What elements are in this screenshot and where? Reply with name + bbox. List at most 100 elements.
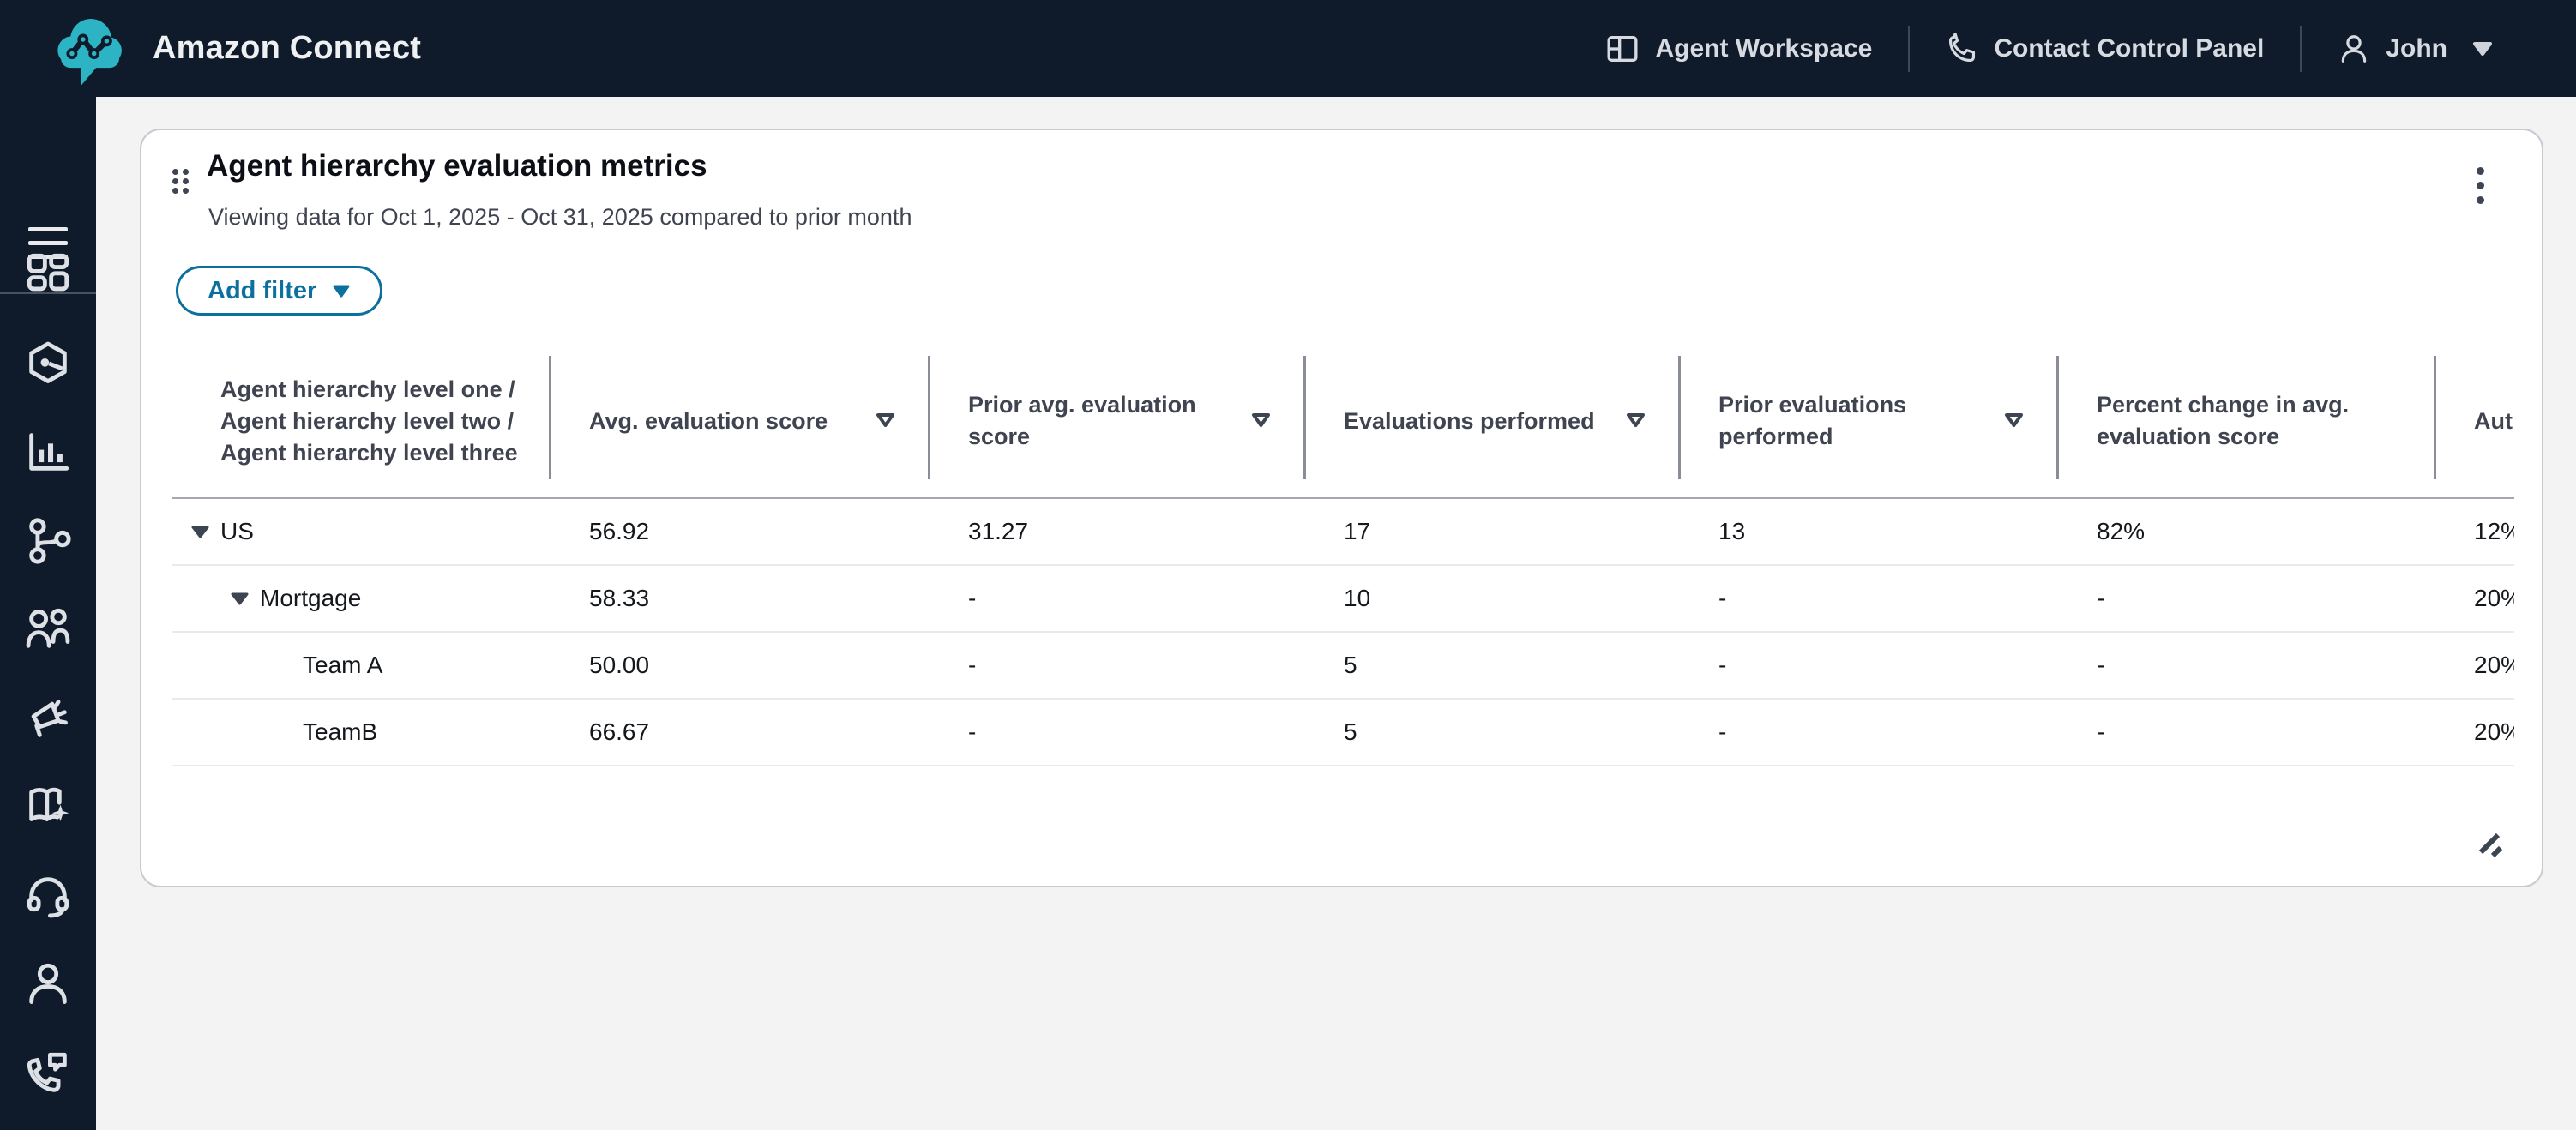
- table-row: TeamB 66.67 - 5 - - 20%: [172, 700, 2514, 766]
- table-row: Mortgage 58.33 - 10 - - 20%: [172, 566, 2514, 633]
- hierarchy-cell: Mortgage: [172, 566, 551, 631]
- sort-icon[interactable]: [1250, 412, 1272, 429]
- hierarchy-label: Team A: [303, 652, 383, 678]
- hamburger-icon: [28, 226, 68, 231]
- table-row: US 56.92 31.27 17 13 82% 12%: [172, 499, 2514, 566]
- metric-cell: 20%: [2474, 718, 2514, 745]
- column-header[interactable]: Avg. evaluation score: [551, 345, 930, 497]
- column-header-label: Prior avg. evaluation score: [968, 392, 1196, 449]
- column-header-label: Prior evaluations performed: [1718, 392, 1907, 449]
- metric-cell: 82%: [2097, 518, 2146, 544]
- megaphone-icon: [31, 699, 68, 737]
- metric-cell: 31.27: [968, 518, 1029, 544]
- nav-label: Contact Control Panel: [1994, 33, 2265, 63]
- column-header: Aut: [2436, 345, 2514, 497]
- sidebar-item-megaphone[interactable]: [22, 693, 74, 744]
- metric-cell: -: [968, 718, 977, 745]
- sidebar-item-person[interactable]: [22, 959, 74, 1010]
- brand: Amazon Connect: [0, 9, 421, 88]
- column-header[interactable]: Prior evaluations performed: [1681, 345, 2059, 497]
- bar-chart-icon: [29, 433, 69, 471]
- sort-icon[interactable]: [2003, 412, 2025, 429]
- sidebar-item-book-sparkle[interactable]: [22, 781, 74, 832]
- hierarchy-label: TeamB: [303, 718, 378, 745]
- metric-cell: 56.92: [589, 518, 650, 544]
- metric-cell: 58.33: [589, 585, 650, 611]
- amazon-connect-logo-icon: [57, 18, 122, 85]
- table-row: Team A 50.00 - 5 - - 20%: [172, 633, 2514, 700]
- metric-cell: 17: [1344, 518, 1371, 544]
- kebab-menu-button[interactable]: [2461, 159, 2499, 211]
- grid-icon: [27, 253, 69, 292]
- table-header-row: Agent hierarchy level one / Agent hierar…: [172, 345, 2514, 499]
- sidebar: [0, 97, 96, 1130]
- sidebar-item-headset[interactable]: [22, 870, 74, 922]
- metric-cell: 20%: [2474, 652, 2514, 678]
- sidebar-item-hexagon-node[interactable]: [22, 338, 74, 389]
- nav-contact-control-panel[interactable]: Contact Control Panel: [1910, 32, 2300, 65]
- hierarchy-label: US: [220, 518, 254, 544]
- metric-cell: -: [2097, 718, 2105, 745]
- sidebar-item-bar-chart[interactable]: [22, 426, 74, 478]
- widget-title: Agent hierarchy evaluation metrics: [207, 149, 707, 183]
- widget-subtitle: Viewing data for Oct 1, 2025 - Oct 31, 2…: [208, 204, 912, 230]
- metric-cell: -: [1718, 652, 1727, 678]
- hexagon-node-icon: [29, 341, 67, 383]
- hierarchy-cell: TeamB: [172, 700, 551, 765]
- expand-toggle-icon[interactable]: [190, 525, 210, 539]
- workspace-icon: [1607, 35, 1638, 62]
- column-header-label: Aut: [2474, 407, 2513, 434]
- metric-cell: 12%: [2474, 518, 2514, 544]
- top-nav: Agent Workspace Contact Control Panel Jo…: [1569, 25, 2576, 72]
- sort-icon[interactable]: [1625, 412, 1646, 429]
- sidebar-item-grid[interactable]: [22, 249, 74, 300]
- top-bar: Amazon Connect Agent Workspace Contact C…: [0, 0, 2576, 97]
- column-header: Percent change in avg. evaluation score: [2059, 345, 2436, 497]
- hierarchy-cell: US: [172, 499, 551, 564]
- headset-icon: [27, 876, 69, 917]
- expand-toggle[interactable]: [230, 592, 250, 606]
- metric-cell: 50.00: [589, 652, 650, 678]
- branch-icon: [29, 517, 71, 564]
- person-icon: [29, 963, 67, 1004]
- nav-user-menu[interactable]: John: [2302, 33, 2530, 65]
- book-sparkle-icon: [29, 787, 69, 821]
- add-filter-button[interactable]: Add filter: [176, 266, 383, 316]
- sidebar-item-users[interactable]: [22, 604, 74, 655]
- sidebar-divider: [0, 292, 96, 294]
- column-header[interactable]: Evaluations performed: [1306, 345, 1681, 497]
- nav-divider: [1908, 25, 1911, 72]
- metric-cell: 10: [1344, 585, 1371, 611]
- column-header-label: Percent change in avg. evaluation score: [2097, 392, 2350, 449]
- column-header[interactable]: Prior avg. evaluation score: [930, 345, 1306, 497]
- nav-divider: [2300, 25, 2302, 72]
- column-header-label: Avg. evaluation score: [589, 407, 828, 434]
- column-header-label: Agent hierarchy level one / Agent hierar…: [220, 376, 518, 466]
- expand-toggle-icon[interactable]: [230, 592, 250, 606]
- sort-icon[interactable]: [875, 412, 896, 429]
- metric-cell: 20%: [2474, 585, 2514, 611]
- metric-cell: -: [968, 585, 977, 611]
- resize-handle-icon[interactable]: [2474, 830, 2507, 863]
- column-header-label: Evaluations performed: [1344, 407, 1595, 434]
- sidebar-item-branch[interactable]: [22, 515, 74, 567]
- nav-label: Agent Workspace: [1655, 33, 1873, 63]
- user-name: John: [2386, 33, 2447, 63]
- metrics-widget-card: Agent hierarchy evaluation metrics Viewi…: [140, 129, 2543, 887]
- metrics-table: Agent hierarchy level one / Agent hierar…: [172, 345, 2514, 766]
- hamburger-menu-button[interactable]: [21, 217, 75, 268]
- metric-cell: 66.67: [589, 718, 650, 745]
- table-body: US 56.92 31.27 17 13 82% 12% Mortgage 58.33 - 10 - -…: [172, 499, 2514, 766]
- sidebar-item-phone-chat[interactable]: [22, 1048, 74, 1099]
- brand-title: Amazon Connect: [153, 30, 422, 66]
- expand-toggle[interactable]: [190, 525, 210, 539]
- nav-agent-workspace[interactable]: Agent Workspace: [1569, 32, 1908, 66]
- column-header: Agent hierarchy level one / Agent hierar…: [172, 345, 551, 497]
- metric-cell: -: [2097, 585, 2105, 611]
- caret-down-icon: [333, 285, 350, 297]
- metric-cell: -: [1718, 585, 1727, 611]
- phone-icon: [1949, 32, 1976, 62]
- metric-cell: -: [1718, 718, 1727, 745]
- drag-handle-icon[interactable]: [172, 169, 191, 198]
- metric-cell: 5: [1344, 652, 1357, 678]
